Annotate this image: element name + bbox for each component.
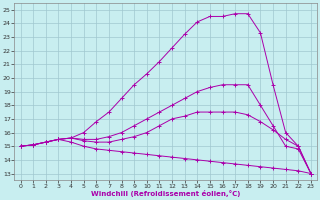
X-axis label: Windchill (Refroidissement éolien,°C): Windchill (Refroidissement éolien,°C) <box>91 190 240 197</box>
